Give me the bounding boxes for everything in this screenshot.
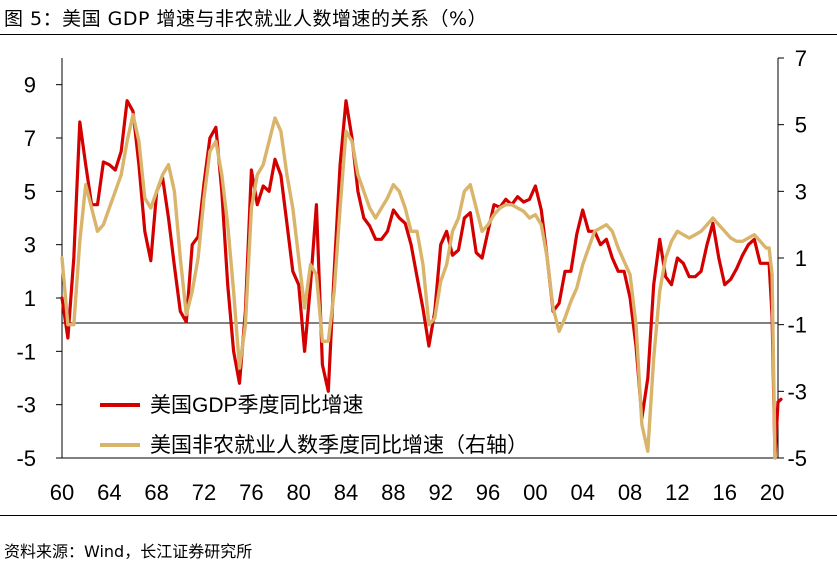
series-line-gdp bbox=[60, 99, 783, 460]
x-tick-label: 84 bbox=[334, 480, 358, 505]
right-y-tick-label: -3 bbox=[787, 379, 807, 404]
x-tick-label: 68 bbox=[144, 480, 168, 505]
x-tick-label: 76 bbox=[239, 480, 263, 505]
figure-title: 图 5：美国 GDP 增速与非农就业人数增速的关系（%） bbox=[4, 8, 488, 30]
x-tick-label: 92 bbox=[428, 480, 452, 505]
left-y-tick-label: 7 bbox=[24, 126, 36, 151]
left-y-tick-label: -3 bbox=[16, 393, 36, 418]
title-divider bbox=[0, 34, 837, 35]
right-y-tick-label: -1 bbox=[787, 313, 807, 338]
x-tick-label: 16 bbox=[713, 480, 737, 505]
x-tick-label: 00 bbox=[523, 480, 547, 505]
x-tick-label: 80 bbox=[286, 480, 310, 505]
legend: 美国GDP季度同比增速 美国非农就业人数季度同比增速（右轴） bbox=[100, 394, 528, 457]
left-y-tick-label: -5 bbox=[16, 446, 36, 471]
left-y-tick-label: -1 bbox=[16, 339, 36, 364]
series-layer bbox=[60, 99, 783, 460]
x-tick-label: 64 bbox=[97, 480, 121, 505]
source-note: 资料来源：Wind，长江证券研究所 bbox=[4, 542, 253, 561]
footer-divider bbox=[0, 515, 837, 516]
x-tick-label: 08 bbox=[618, 480, 642, 505]
x-tick-label: 60 bbox=[50, 480, 74, 505]
gdp-nonfarm-line-chart: 9 7 5 3 1 -1 -3 -5 7 5 3 1 -1 -3 -5 60 64 68 72 76 80 84 88 9… bbox=[16, 46, 807, 505]
x-tick-label: 88 bbox=[381, 480, 405, 505]
right-y-ticks: 7 5 3 1 -1 -3 -5 bbox=[778, 46, 807, 471]
right-y-tick-label: -5 bbox=[787, 446, 807, 471]
x-tick-label: 20 bbox=[760, 480, 784, 505]
right-y-tick-label: 3 bbox=[795, 179, 807, 204]
right-y-tick-label: 7 bbox=[795, 46, 807, 71]
x-tick-label: 96 bbox=[476, 480, 500, 505]
left-y-tick-label: 9 bbox=[24, 73, 36, 98]
legend-label-nonfarm: 美国非农就业人数季度同比增速（右轴） bbox=[150, 434, 528, 457]
x-ticks: 60 64 68 72 76 80 84 88 92 96 00 04 08 12 16 20 bbox=[50, 480, 785, 505]
x-tick-label: 72 bbox=[192, 480, 216, 505]
right-y-tick-label: 1 bbox=[795, 246, 807, 271]
x-tick-label: 12 bbox=[665, 480, 689, 505]
series-line-nonfarm bbox=[60, 112, 777, 460]
right-y-tick-label: 5 bbox=[795, 113, 807, 138]
left-y-tick-label: 1 bbox=[24, 286, 36, 311]
x-tick-label: 04 bbox=[570, 480, 594, 505]
legend-label-gdp: 美国GDP季度同比增速 bbox=[150, 394, 364, 417]
left-y-tick-label: 5 bbox=[24, 179, 36, 204]
left-y-ticks: 9 7 5 3 1 -1 -3 -5 bbox=[16, 73, 62, 471]
left-y-tick-label: 3 bbox=[24, 233, 36, 258]
